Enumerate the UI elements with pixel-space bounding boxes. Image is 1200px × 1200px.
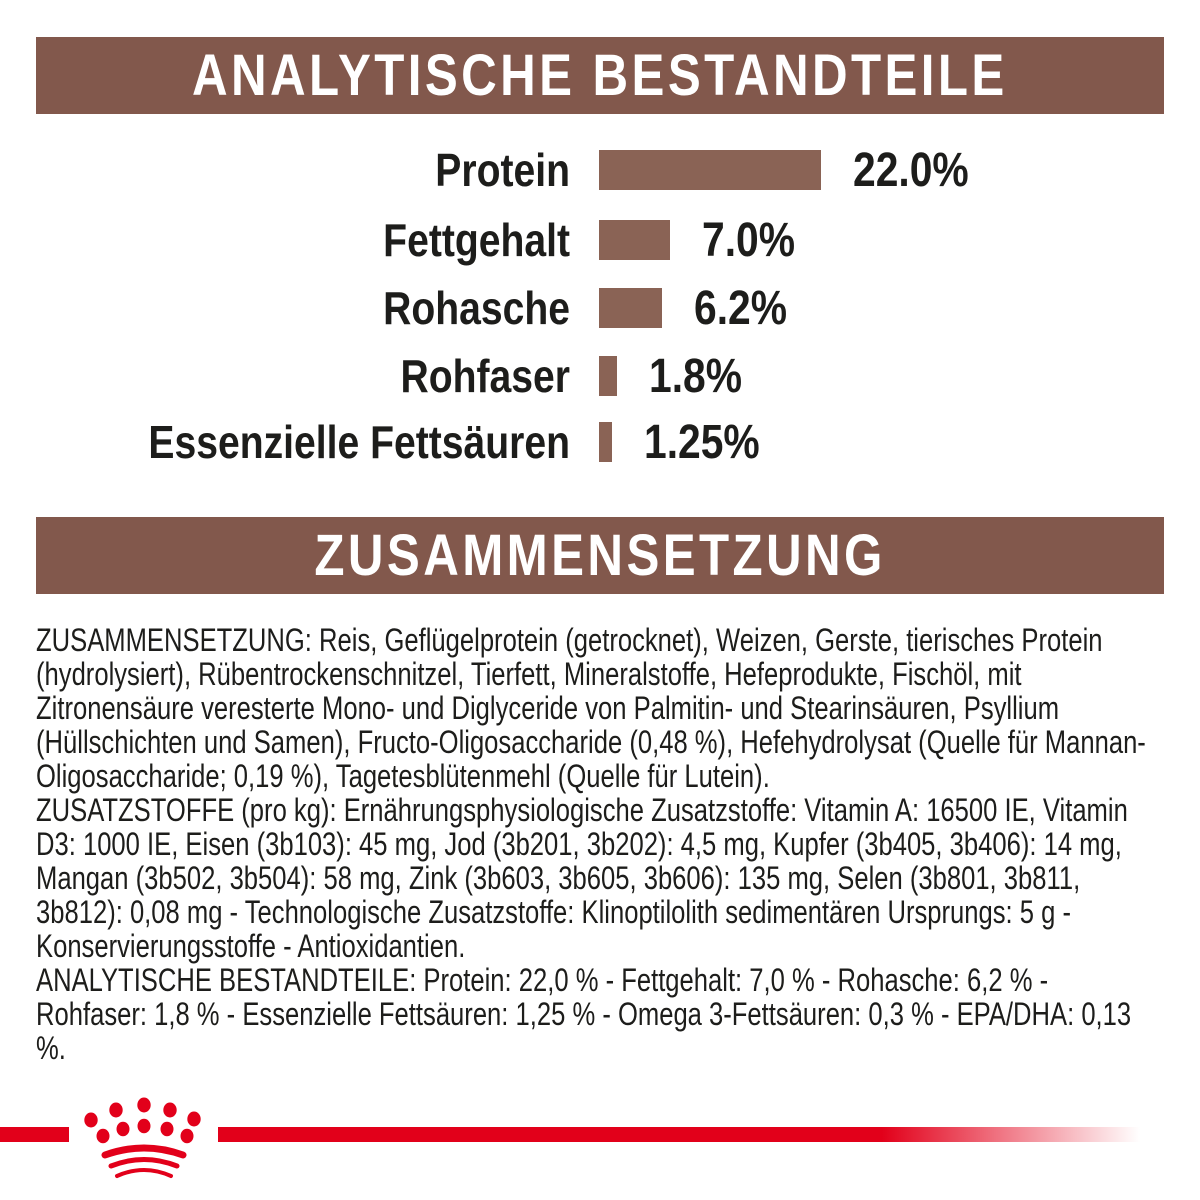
brand-line-left	[0, 1127, 69, 1142]
section-header-analytical-constituents: ANALYTISCHE BESTANDTEILE	[36, 37, 1164, 114]
chart-label-rohfaser: Rohfaser	[400, 350, 570, 402]
royal-canin-crown-icon	[84, 1097, 201, 1178]
chart-value-protein: 22.0%	[853, 143, 969, 197]
section-header-composition: ZUSAMMENSETZUNG	[36, 517, 1164, 594]
chart-bar-protein	[599, 150, 821, 190]
chart-value-fettgehalt: 7.0%	[702, 213, 795, 267]
chart-bar-fettgehalt	[599, 220, 670, 260]
chart-value-rohfaser: 1.8%	[649, 349, 742, 403]
chart-label-rohasche: Rohasche	[383, 282, 570, 334]
section-header-composition-label: ZUSAMMENSETZUNG	[314, 523, 886, 588]
chart-row-rohasche: Rohasche 6.2%	[36, 282, 1164, 335]
chart-bar-rohasche	[599, 288, 662, 328]
brand-line-right	[218, 1127, 1140, 1142]
chart-row-rohfaser: Rohfaser 1.8%	[36, 350, 1164, 403]
chart-label-protein: Protein	[435, 144, 570, 196]
additives-paragraph: ZUSATZSTOFFE (pro kg): Ernährungsphysiol…	[36, 792, 1128, 964]
section-header-analytical-label: ANALYTISCHE BESTANDTEILE	[192, 43, 1008, 108]
chart-row-fettgehalt: Fettgehalt 7.0%	[36, 214, 1164, 267]
chart-row-essenzielle-fettsaeuren: Essenzielle Fettsäuren 1.25%	[36, 416, 1164, 469]
chart-bar-rohfaser	[599, 356, 617, 396]
chart-row-protein: Protein 22.0%	[36, 144, 1164, 197]
chart-bar-essenzielle-fettsaeuren	[599, 422, 612, 462]
chart-value-rohasche: 6.2%	[694, 281, 787, 335]
analytical-constituents-paragraph: ANALYTISCHE BESTANDTEILE: Protein: 22,0 …	[36, 962, 1132, 1066]
chart-label-essenzielle-fettsaeuren: Essenzielle Fettsäuren	[148, 416, 570, 468]
chart-value-essenzielle-fettsaeuren: 1.25%	[644, 415, 760, 469]
composition-text-block: ZUSAMMENSETZUNG: Reis, Geflügelprotein (…	[36, 623, 1164, 1065]
chart-label-fettgehalt: Fettgehalt	[383, 214, 570, 266]
composition-paragraph: ZUSAMMENSETZUNG: Reis, Geflügelprotein (…	[36, 622, 1146, 794]
